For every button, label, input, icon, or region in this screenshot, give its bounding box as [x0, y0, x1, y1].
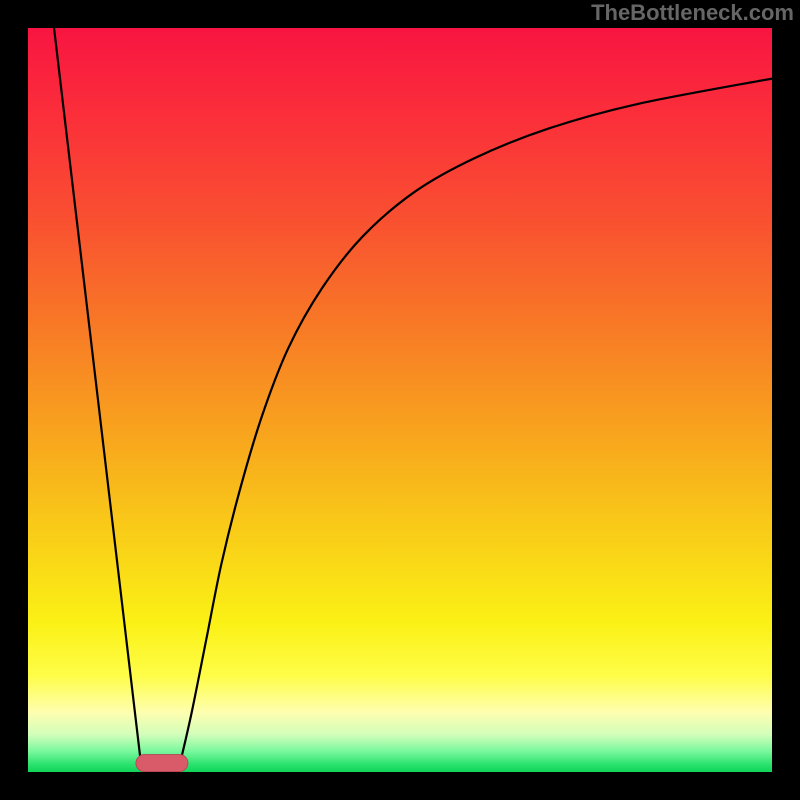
chart-frame: TheBottleneck.com: [0, 0, 800, 800]
optimal-marker: [136, 755, 188, 772]
watermark-text: TheBottleneck.com: [591, 0, 794, 26]
chart-svg: [28, 28, 772, 772]
plot-area: [28, 28, 772, 772]
gradient-background: [28, 28, 772, 772]
